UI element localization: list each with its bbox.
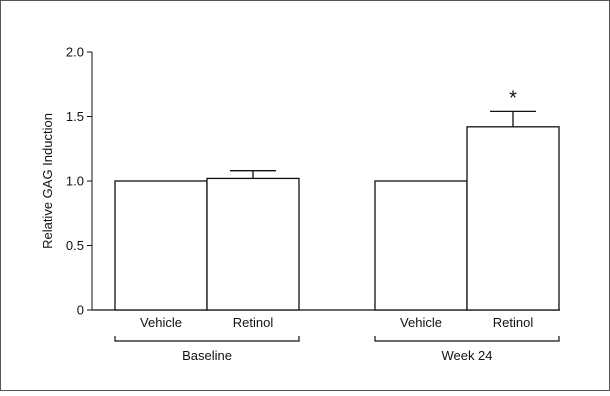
- x-tick-label: Vehicle: [140, 315, 182, 330]
- x-tick-label: Retinol: [233, 315, 274, 330]
- group-bracket: [374, 336, 560, 342]
- group-label: Baseline: [182, 348, 232, 363]
- y-tick-label: 0.5: [66, 238, 84, 253]
- significance-marker: *: [509, 87, 517, 109]
- y-tick-label: 0: [77, 303, 84, 318]
- y-tick-label: 1.5: [66, 109, 84, 124]
- axes: 0 0.5 1.0 1.5 2.0 Relative GAG Induction: [40, 45, 560, 318]
- group-label: Week 24: [441, 348, 492, 363]
- bar: [206, 177, 300, 311]
- y-tick-label: 1.0: [66, 174, 84, 189]
- bar: [114, 180, 208, 311]
- group-bracket: [114, 336, 300, 342]
- bar: [374, 180, 468, 311]
- y-tick-label: 2.0: [66, 45, 84, 60]
- bars: [114, 110, 560, 311]
- y-axis-title: Relative GAG Induction: [40, 113, 55, 249]
- labels: Vehicle Retinol Baseline Vehicle * Retinol Wee…: [114, 87, 560, 363]
- bar: [466, 126, 560, 311]
- x-tick-label: Vehicle: [400, 315, 442, 330]
- x-tick-label: Retinol: [493, 315, 534, 330]
